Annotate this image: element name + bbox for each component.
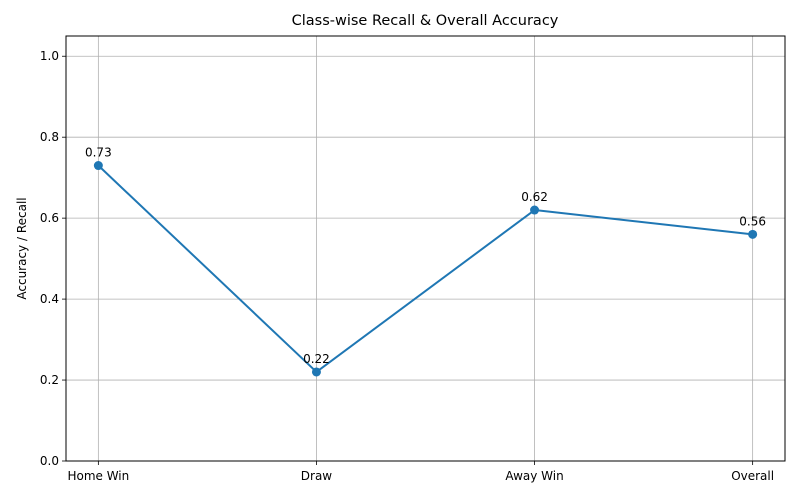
series-line	[97, 164, 753, 373]
data-label: 0.73	[85, 146, 112, 160]
x-axis: Home Win Draw Away Win Overall	[67, 461, 774, 483]
x-tick-label: Draw	[301, 469, 333, 483]
data-label: 0.22	[303, 352, 330, 366]
plot-area-frame	[65, 35, 786, 462]
x-tick-label: Overall	[731, 469, 774, 483]
y-tick-label: 0.8	[40, 130, 59, 144]
data-point	[311, 367, 321, 377]
chart-title: Class-wise Recall & Overall Accuracy	[292, 13, 559, 29]
x-tick-label: Home Win	[67, 469, 129, 483]
data-label: 0.62	[521, 190, 548, 204]
y-tick-label: 1.0	[40, 49, 59, 63]
x-tick-label: Away Win	[505, 469, 563, 483]
y-tick-label: 0.6	[40, 211, 59, 225]
data-point	[530, 205, 540, 215]
data-point	[93, 161, 103, 171]
y-tick-label: 0.4	[40, 292, 59, 306]
y-axis-label: Accuracy / Recall	[15, 197, 29, 299]
data-label: 0.56	[739, 214, 766, 228]
y-axis: 0.0 0.2 0.4 0.6 0.8 1.0	[40, 49, 66, 468]
series	[93, 161, 758, 377]
grid	[66, 36, 785, 462]
data-point	[748, 229, 758, 239]
data-labels: 0.73 0.22 0.62 0.56	[85, 146, 766, 366]
y-tick-label: 0.2	[40, 373, 59, 387]
y-tick-label: 0.0	[40, 454, 59, 468]
